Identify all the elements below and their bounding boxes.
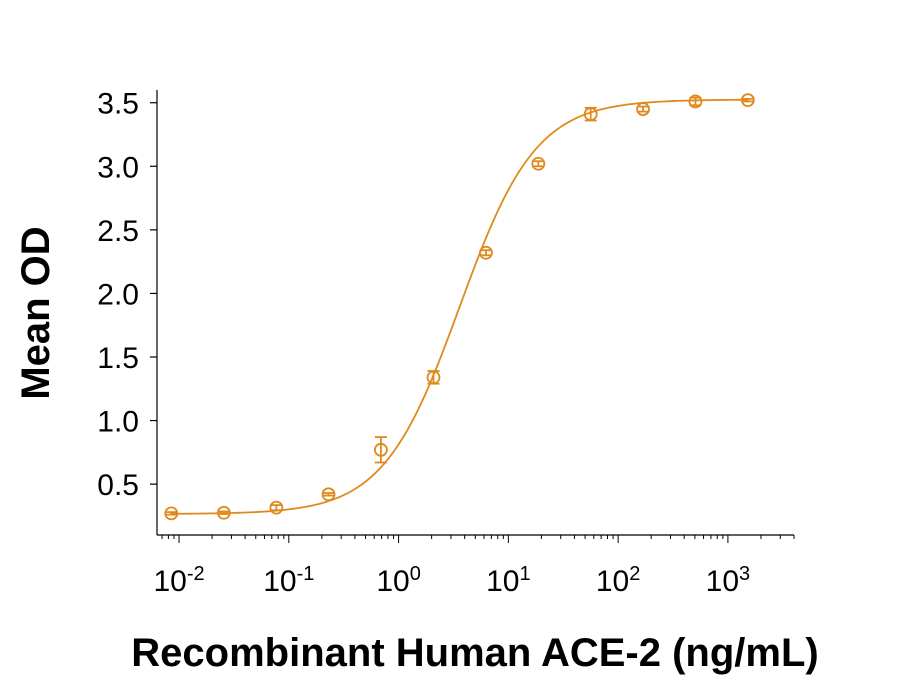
x-tick-label: 10-2: [153, 563, 204, 598]
data-point: [688, 94, 703, 109]
y-tick-label: 2.5: [97, 215, 139, 248]
data-point: [583, 107, 598, 122]
data-point-group: [164, 506, 179, 521]
data-point-group: [269, 500, 284, 515]
y-tick-label: 0.5: [97, 469, 139, 502]
data-point: [269, 500, 284, 515]
data-point: [321, 487, 336, 502]
data-point-group: [426, 370, 441, 385]
data-point-group: [636, 102, 650, 116]
data-point-group: [688, 94, 703, 109]
x-tick-label: 10-1: [263, 563, 314, 598]
y-tick-label: 2.0: [97, 278, 139, 311]
y-tick-label: 1.5: [97, 342, 139, 375]
data-point: [740, 93, 755, 108]
data-point-group: [373, 436, 388, 464]
x-axis: 10-2 10-1 100 101 102 103: [153, 534, 795, 598]
data-point-group: [740, 93, 755, 108]
y-tick-label: 3.0: [97, 151, 139, 184]
data-point: [426, 370, 441, 385]
y-tick-label: 3.5: [97, 88, 139, 121]
y-tick-label: 1.0: [97, 406, 139, 439]
data-point: [531, 156, 546, 171]
data-point-group: [583, 106, 598, 122]
x-tick-label: 103: [706, 563, 751, 598]
data-point-group: [216, 505, 231, 520]
data-point: [479, 245, 493, 260]
data-point-group: [321, 487, 336, 502]
data-point: [164, 506, 179, 521]
fit-curve: [171, 98, 748, 515]
y-axis-title: Mean OD: [14, 226, 58, 399]
data-point: [636, 102, 650, 116]
y-axis: 0.5 1.0 1.5 2.0 2.5 3.0 3.5: [97, 88, 158, 535]
x-tick-label: 101: [486, 563, 531, 598]
plot-area: [164, 93, 755, 521]
x-axis-title: Recombinant Human ACE-2 (ng/mL): [131, 631, 818, 675]
data-point-group: [479, 245, 493, 260]
x-tick-label: 102: [596, 563, 641, 598]
data-point-group: [531, 156, 546, 171]
data-point: [216, 505, 231, 520]
x-tick-label: 100: [376, 563, 421, 598]
data-point: [373, 442, 388, 457]
